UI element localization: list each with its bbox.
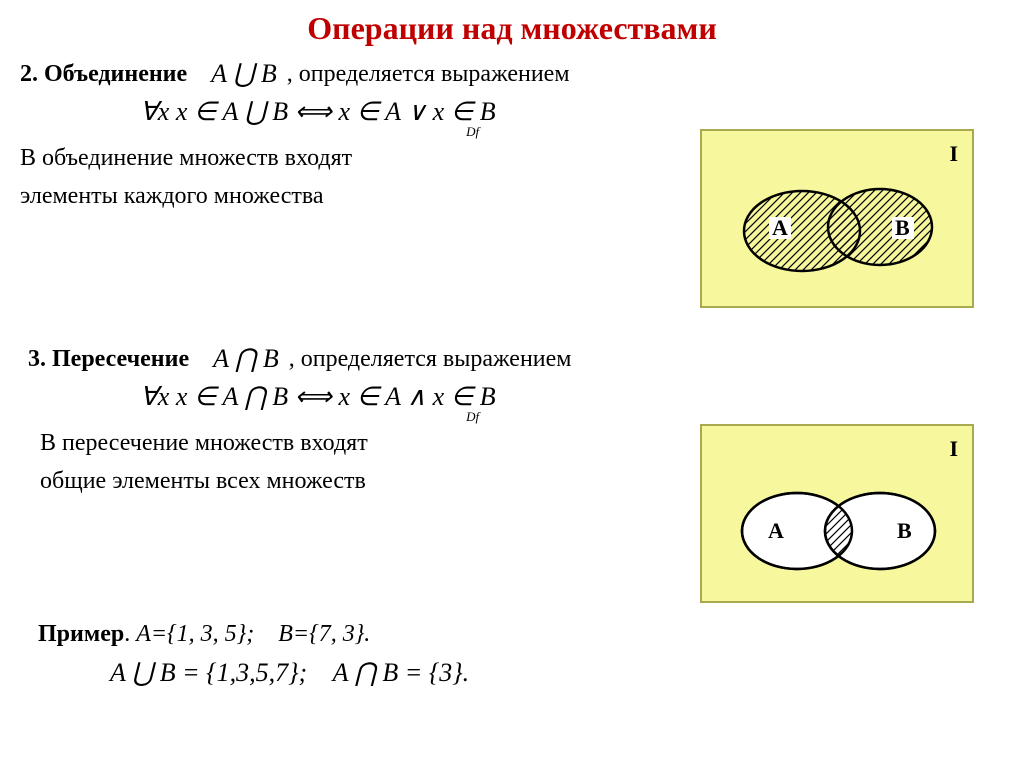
- example-label: Пример: [38, 621, 124, 647]
- union-desc-line1: В объединение множеств входят: [20, 139, 352, 177]
- intersection-notation: A ⋂ B: [213, 344, 279, 374]
- intersection-desc-line1: В пересечение множеств входят: [40, 424, 368, 462]
- union-defined-text: , определяется выражением: [287, 61, 570, 88]
- intersection-venn-svg: A B: [702, 426, 972, 601]
- intersection-heading-line: 3. Пересечение A ⋂ B , определяется выра…: [28, 344, 1004, 374]
- page-title: Операции над множествами: [20, 10, 1004, 47]
- union-row: В объединение множеств входят элементы к…: [20, 139, 1004, 308]
- intersection-row: В пересечение множеств входят общие элем…: [20, 424, 1004, 603]
- intersection-venn-diagram: I A B: [700, 424, 974, 603]
- union-notation: A ⋃ B: [211, 59, 277, 89]
- union-desc-line2: элементы каждого множества: [20, 177, 352, 215]
- intersection-df-label: Df: [466, 409, 479, 424]
- union-formula: ∀x x ∈ A ⋃ B ⟺ x ∈ A ∨ x ∈ B Df: [140, 97, 1004, 127]
- example-A: A={1, 3, 5};: [136, 621, 254, 647]
- union-venn-svg: A B: [702, 131, 972, 306]
- union-description: В объединение множеств входят элементы к…: [20, 139, 352, 216]
- example-results: A ⋃ B = {1,3,5,7}; A ⋂ B = {3}.: [110, 658, 1004, 688]
- intersection-desc-line2: общие элементы всех множеств: [40, 462, 368, 500]
- svg-text:A: A: [768, 518, 784, 543]
- intersection-formula: ∀x x ∈ A ⋂ B ⟺ x ∈ A ∧ x ∈ B Df: [140, 382, 1004, 412]
- example-line: Пример. A={1, 3, 5}; B={7, 3}.: [38, 621, 1004, 648]
- svg-text:B: B: [895, 215, 910, 240]
- intersection-description: В пересечение множеств входят общие элем…: [40, 424, 368, 501]
- intersection-formula-text: ∀x x ∈ A ⋂ B ⟺ x ∈ A ∧ x ∈ B: [140, 382, 496, 411]
- intersection-defined-text: , определяется выражением: [289, 346, 572, 373]
- example-union-result: A ⋃ B = {1,3,5,7};: [110, 658, 307, 687]
- union-heading-line: 2. Объединение A ⋃ B , определяется выра…: [20, 59, 1004, 89]
- example-intersection-result: A ⋂ B = {3}.: [333, 658, 469, 687]
- union-venn-diagram: I A B: [700, 129, 974, 308]
- union-formula-text: ∀x x ∈ A ⋃ B ⟺ x ∈ A ∨ x ∈ B: [140, 97, 496, 126]
- example-B: B={7, 3}.: [278, 621, 370, 647]
- svg-text:A: A: [772, 215, 788, 240]
- union-label: 2. Объединение: [20, 61, 187, 88]
- svg-text:B: B: [897, 518, 912, 543]
- union-df-label: Df: [466, 124, 479, 139]
- intersection-label: 3. Пересечение: [28, 346, 189, 373]
